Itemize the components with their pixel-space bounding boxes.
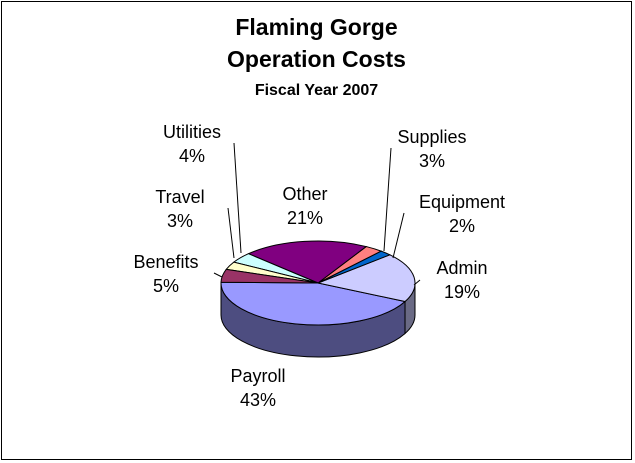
slice-label-travel: Travel [155, 187, 204, 207]
slice-percent-admin: 19% [444, 282, 480, 302]
pie-slice-benefits [220, 268, 319, 284]
chart-title-line-1: Flaming Gorge [235, 14, 398, 40]
leader-line-admin [413, 279, 421, 286]
slice-label-utilities: Utilities [163, 122, 221, 142]
leader-line-utilities [233, 142, 242, 254]
slice-label-admin: Admin [436, 258, 487, 278]
slice-label-benefits: Benefits [133, 252, 198, 272]
slice-percent-payroll: 43% [240, 390, 276, 410]
pie-slice-admin [316, 254, 416, 303]
leader-line-benefits [213, 272, 223, 278]
chart-subtitle: Fiscal Year 2007 [254, 82, 379, 99]
slice-label-equipment: Equipment [419, 192, 505, 212]
slice-label-payroll: Payroll [230, 366, 285, 386]
slice-percent-other: 21% [287, 208, 323, 228]
slice-label-supplies: Supplies [397, 127, 466, 147]
pie-slice-payroll [220, 281, 407, 326]
slice-percent-benefits: 5% [153, 276, 179, 296]
slice-label-other: Other [282, 184, 327, 204]
leader-line-travel [227, 207, 235, 259]
pie-slice-other [247, 240, 368, 284]
slice-percent-travel: 3% [167, 211, 193, 231]
slice-percent-equipment: 2% [449, 216, 475, 236]
chart-title-line-2: Operation Costs [227, 46, 406, 72]
slice-percent-utilities: 4% [179, 146, 205, 166]
slice-percent-supplies: 3% [419, 151, 445, 171]
leader-line-equipment [392, 212, 405, 259]
leader-line-supplies [383, 147, 392, 252]
